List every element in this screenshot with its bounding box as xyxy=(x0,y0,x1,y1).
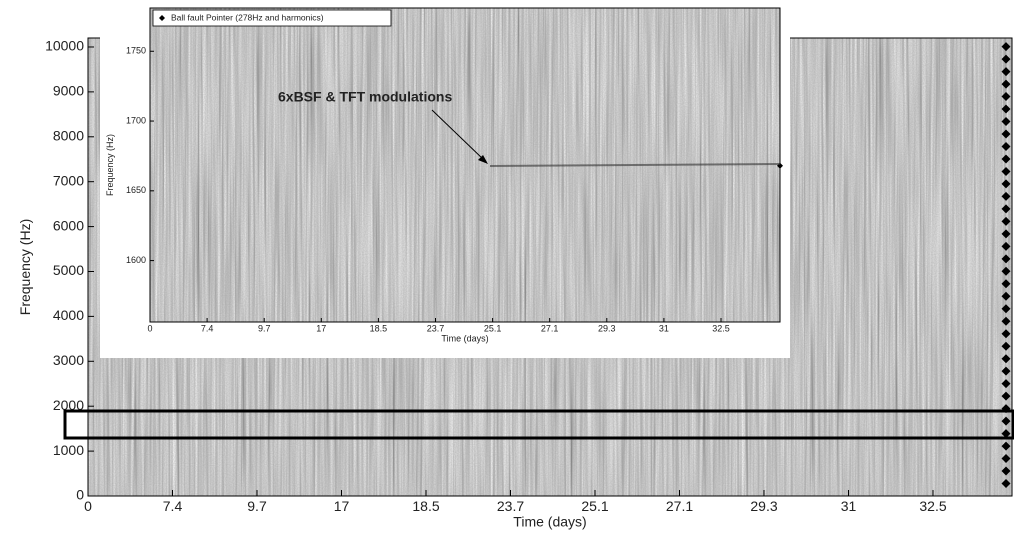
x-tick-label: 9.7 xyxy=(258,324,271,334)
harmonic-marker xyxy=(1001,154,1011,164)
y-tick-label: 4000 xyxy=(53,307,84,323)
y-tick-label: 1700 xyxy=(126,115,146,125)
y-axis-label: Frequency (Hz) xyxy=(17,219,33,315)
x-tick-label: 18.5 xyxy=(370,324,388,334)
harmonic-marker xyxy=(1001,304,1011,314)
harmonic-marker xyxy=(1001,229,1011,239)
x-tick-label: 7.4 xyxy=(201,324,214,334)
y-tick-label: 7000 xyxy=(53,172,84,188)
x-tick-label: 0 xyxy=(84,498,92,514)
x-tick-label: 7.4 xyxy=(163,498,183,514)
legend-label: Ball fault Pointer (278Hz and harmonics) xyxy=(171,12,324,22)
x-tick-label: 9.7 xyxy=(247,498,267,514)
harmonic-marker xyxy=(1001,266,1011,276)
x-tick-label: 32.5 xyxy=(919,498,946,514)
harmonic-marker xyxy=(1001,454,1011,464)
modulation-line xyxy=(489,163,781,167)
harmonic-marker xyxy=(1001,92,1011,102)
y-tick-label: 1000 xyxy=(53,442,84,458)
x-tick-label: 25.1 xyxy=(581,498,608,514)
annotation: 6xBSF & TFT modulations xyxy=(278,89,452,105)
harmonic-marker xyxy=(1001,117,1011,127)
harmonic-marker xyxy=(1001,379,1011,389)
y-tick-label: 3000 xyxy=(53,352,84,368)
x-tick-label: 23.7 xyxy=(497,498,524,514)
legend-marker xyxy=(159,15,165,21)
harmonic-marker xyxy=(1001,316,1011,326)
harmonic-marker xyxy=(1001,479,1011,489)
x-tick-label: 29.3 xyxy=(750,498,777,514)
x-tick-label: 29.3 xyxy=(598,324,616,334)
harmonic-marker xyxy=(1001,216,1011,226)
x-tick-label: 23.7 xyxy=(427,324,445,334)
harmonic-marker xyxy=(1001,341,1011,351)
y-tick-label: 5000 xyxy=(53,262,84,278)
harmonic-marker xyxy=(1001,42,1011,52)
harmonic-marker xyxy=(1001,241,1011,251)
x-tick-label: 27.1 xyxy=(541,324,559,334)
harmonic-marker xyxy=(1001,67,1011,77)
harmonic-marker xyxy=(1001,79,1011,89)
y-axis-label: Frequency (Hz) xyxy=(105,134,115,196)
y-tick-label: 6000 xyxy=(53,217,84,233)
harmonic-marker xyxy=(1001,129,1011,139)
x-tick-label: 17 xyxy=(334,498,350,514)
y-tick-label: 1650 xyxy=(126,185,146,195)
annotation-arrow xyxy=(431,109,485,161)
harmonic-marker xyxy=(1001,279,1011,289)
harmonic-marker xyxy=(1001,141,1011,151)
y-tick-label: 0 xyxy=(76,487,84,503)
x-tick-label: 18.5 xyxy=(412,498,439,514)
harmonic-marker xyxy=(1001,416,1011,426)
harmonic-marker xyxy=(1001,179,1011,189)
x-axis-label: Time (days) xyxy=(441,333,488,343)
zoom-region xyxy=(63,409,1014,440)
harmonic-marker xyxy=(1001,191,1011,201)
arrow-head xyxy=(478,155,488,164)
harmonic-marker xyxy=(1001,366,1011,376)
chart: 1600 1650 1700 1750 0 7.4 9.7 17 18.5 23.7 25.1 27.… xyxy=(100,0,790,358)
harmonic-marker xyxy=(1001,104,1011,114)
y-tick-label: 1750 xyxy=(126,46,146,56)
y-tick-label: 8000 xyxy=(53,127,84,143)
y-tick-label: 9000 xyxy=(53,83,84,99)
harmonic-marker xyxy=(1001,441,1011,451)
x-tick-label: 0 xyxy=(147,324,152,334)
x-tick-label: 31 xyxy=(841,498,857,514)
harmonic-marker xyxy=(1001,54,1011,64)
x-tick-label: 27.1 xyxy=(666,498,693,514)
harmonic-marker xyxy=(1001,166,1011,176)
x-tick-label: 17 xyxy=(316,324,326,334)
harmonic-marker xyxy=(1001,329,1011,339)
harmonic-marker xyxy=(1001,204,1011,214)
harmonic-marker xyxy=(1001,291,1011,301)
x-tick-label: 32.5 xyxy=(712,324,730,334)
charts: 0 1000 2000 3000 4000 5000 6000 7000 8000 9000 100… xyxy=(17,0,1014,529)
x-axis-label: Time (days) xyxy=(513,513,586,529)
y-tick-label: 10000 xyxy=(45,38,84,54)
harmonic-marker xyxy=(1001,391,1011,401)
harmonic-marker xyxy=(1001,466,1011,476)
harmonic-marker xyxy=(1001,254,1011,264)
x-tick-label: 25.1 xyxy=(484,324,502,334)
x-tick-label: 31 xyxy=(659,324,669,334)
harmonic-marker xyxy=(1001,429,1011,439)
legend-box xyxy=(152,9,392,27)
harmonic-marker xyxy=(1001,354,1011,364)
y-tick-label: 2000 xyxy=(53,397,84,413)
y-tick-label: 1600 xyxy=(126,255,146,265)
